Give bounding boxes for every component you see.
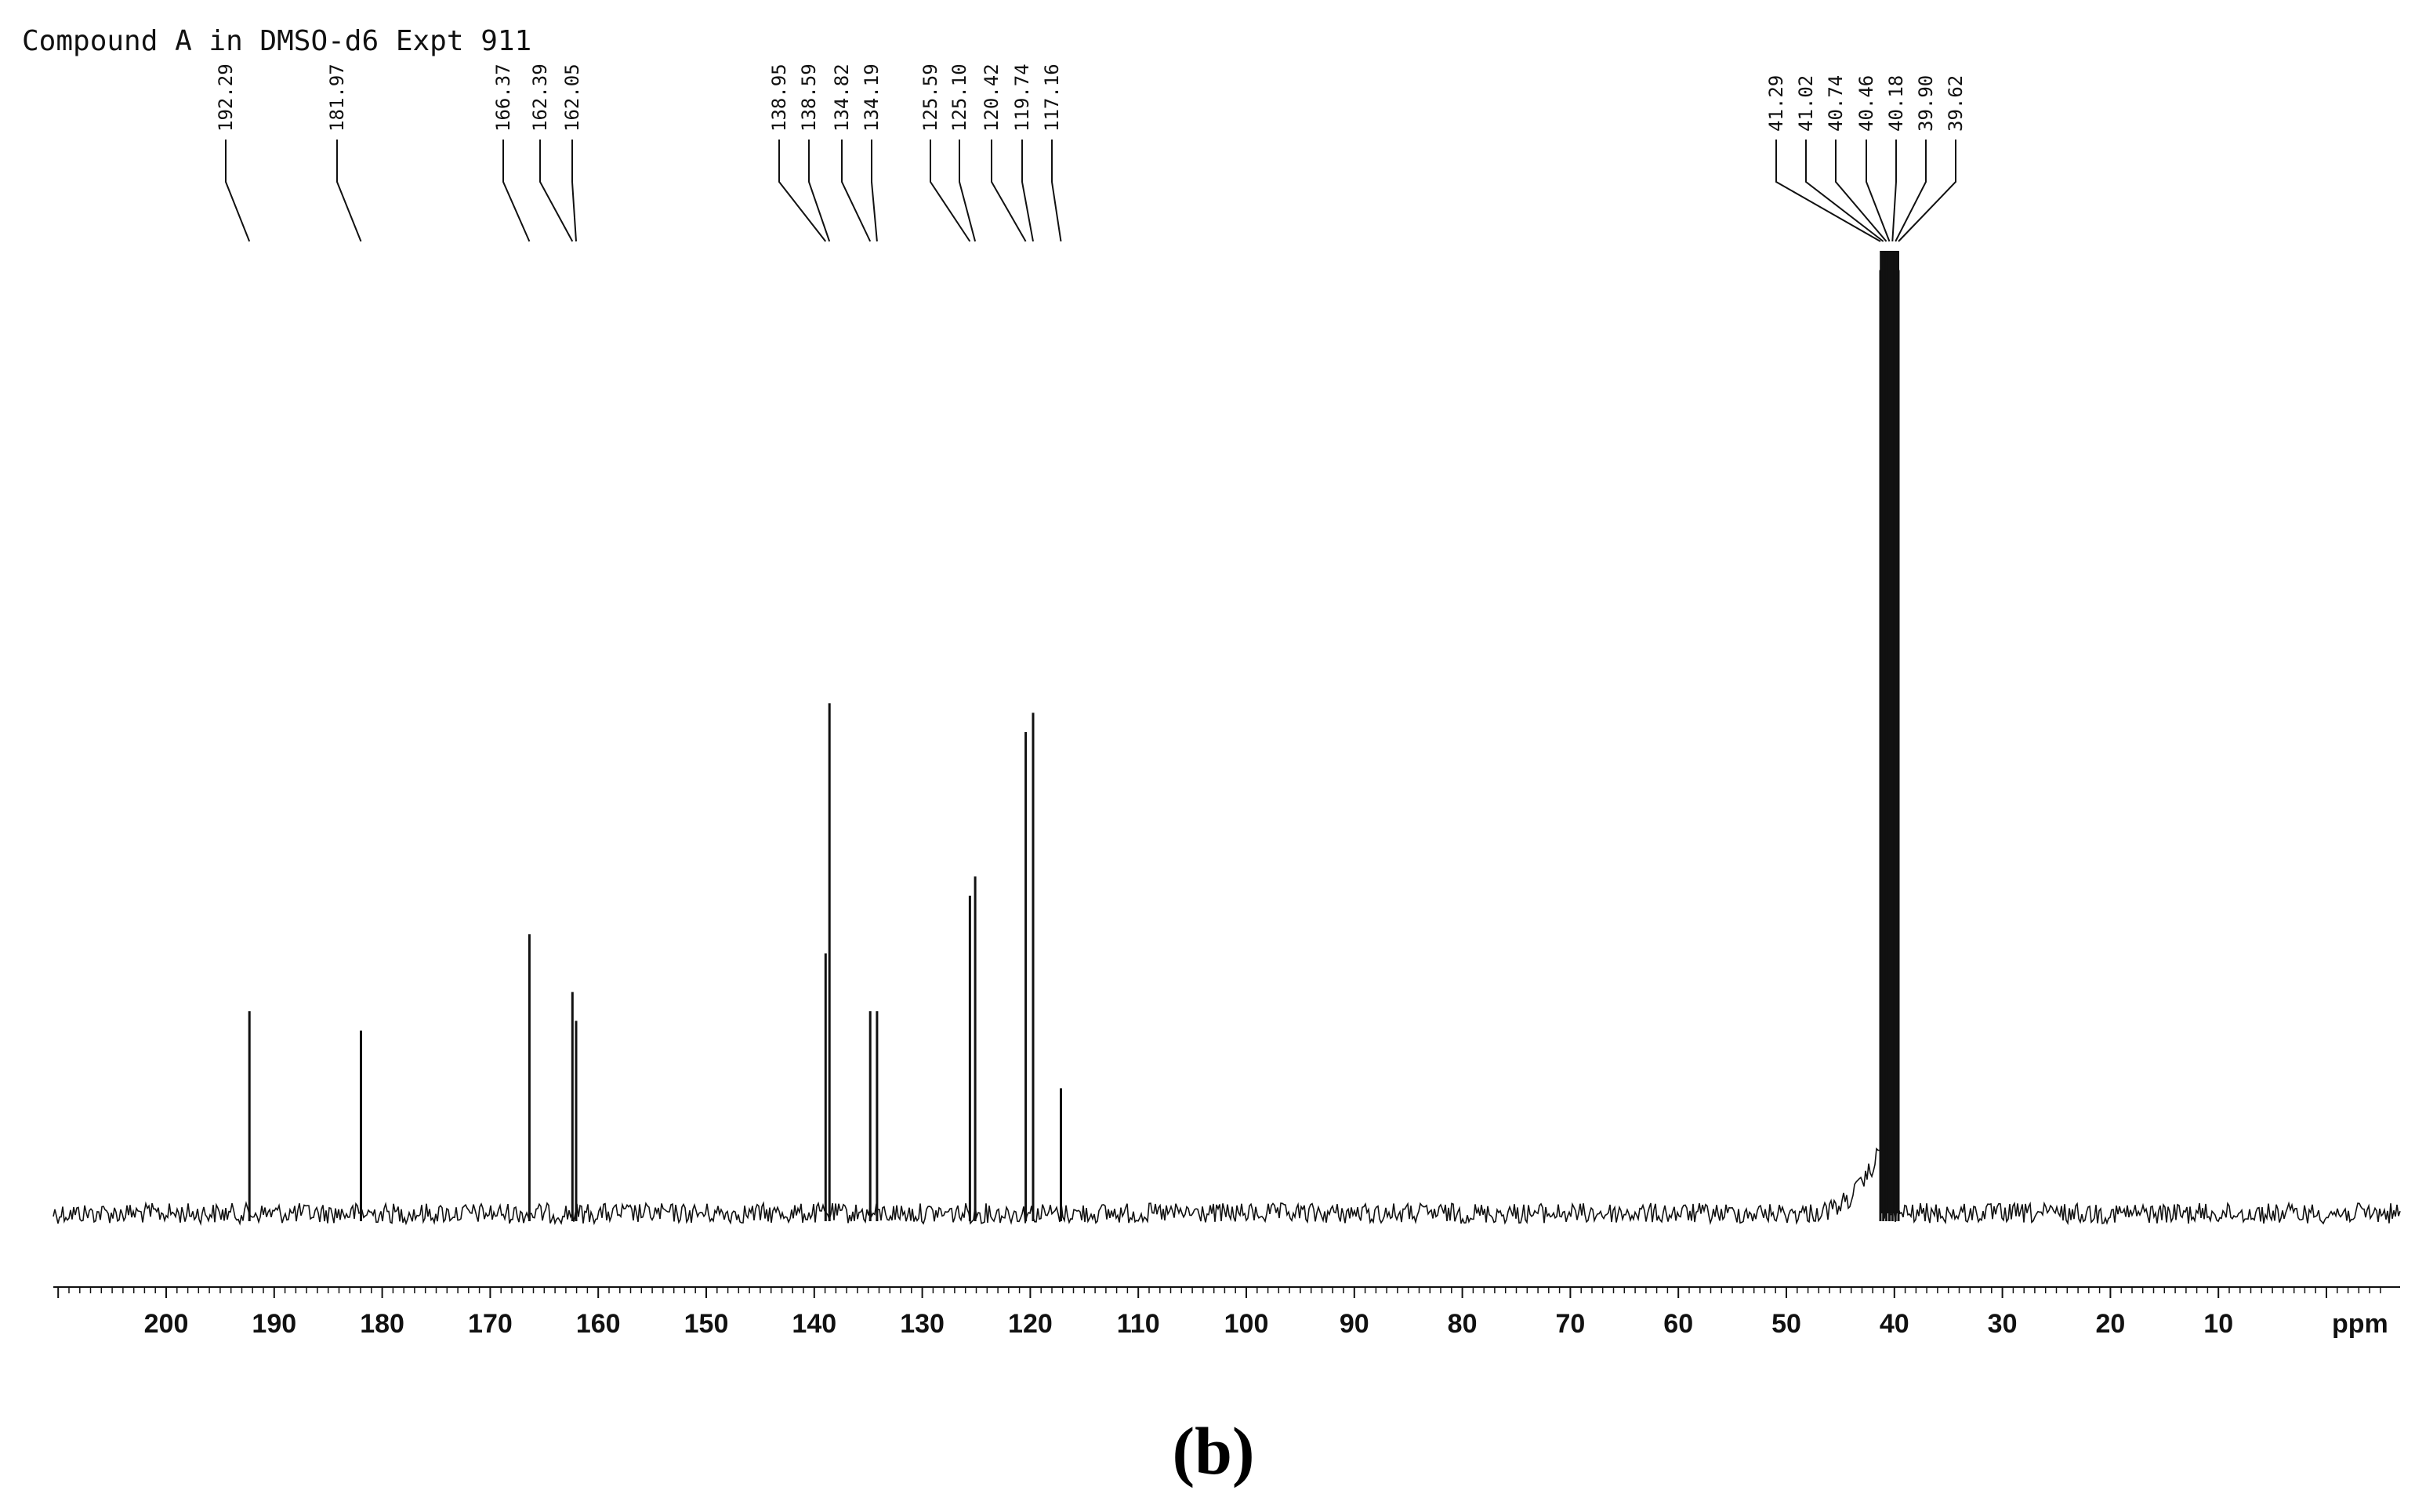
peaks-group <box>248 251 1900 1221</box>
peak-leader-line <box>930 140 971 242</box>
x-axis-unit-label: ppm <box>2332 1309 2388 1339</box>
peak-leader-line <box>1898 140 1956 242</box>
peak-leader-line <box>778 140 827 242</box>
peak-label: 166.37 <box>492 63 514 132</box>
peak-label: 134.19 <box>861 63 883 132</box>
x-axis-tick-label: 200 <box>144 1309 189 1339</box>
x-axis-tick-label: 190 <box>252 1309 296 1339</box>
peak-label: 162.39 <box>529 63 551 132</box>
peak-label-leaders <box>225 140 1956 242</box>
peak-label: 138.59 <box>798 63 820 132</box>
peak-leader-line <box>1051 140 1062 242</box>
peak-label: 181.97 <box>326 63 348 132</box>
peak-label: 192.29 <box>215 63 237 132</box>
peak-labels-group: 192.29 181.97 166.37 162.39 162.05 138.95 138.… <box>215 63 1967 132</box>
peak-leader-line <box>571 140 577 242</box>
peak-label: 134.82 <box>831 63 853 132</box>
peak-label: 41.29 <box>1765 75 1787 132</box>
peak-leader-line <box>225 140 251 242</box>
peak-leader-line <box>1835 140 1887 242</box>
peak-leader-line <box>1805 140 1884 242</box>
x-axis-tick-label: 160 <box>576 1309 621 1339</box>
x-axis-tick-label: 90 <box>1340 1309 1369 1339</box>
peak-label: 120.42 <box>981 63 1003 132</box>
peak-label: 119.74 <box>1011 63 1033 132</box>
peak-leader-line <box>502 140 531 242</box>
peak-leader-line <box>1866 140 1891 242</box>
peak-label: 41.02 <box>1795 75 1817 132</box>
peak-leader-line <box>959 140 977 242</box>
x-axis-tick-label: 80 <box>1448 1309 1478 1339</box>
peak-leader-line <box>1895 140 1927 242</box>
baseline-noise <box>53 1147 2401 1227</box>
peak-leader-line <box>1021 140 1034 242</box>
peak-label: 117.16 <box>1041 63 1063 132</box>
peak-label: 40.18 <box>1885 75 1907 132</box>
peak-label: 125.10 <box>948 63 970 132</box>
chart-title: Compound A in DMSO-d6 Expt 911 <box>22 25 531 57</box>
x-axis-tick-label: 110 <box>1117 1309 1160 1339</box>
peak-label: 40.74 <box>1825 75 1847 132</box>
peak-label: 125.59 <box>919 63 941 132</box>
peak-label: 162.05 <box>561 63 583 132</box>
panel-label: (b) <box>1172 1413 1254 1488</box>
x-axis-tick-label: 120 <box>1008 1309 1053 1339</box>
x-axis-tick-label: 40 <box>1880 1309 1909 1339</box>
x-axis-tick-label: 150 <box>684 1309 729 1339</box>
x-axis-tick-label: 10 <box>2203 1309 2233 1339</box>
peak-label: 39.62 <box>1945 75 1967 132</box>
peak-leader-line <box>336 140 362 242</box>
peak-leader-line <box>871 140 878 242</box>
peak-leader-line <box>841 140 872 242</box>
x-axis-tick-label: 170 <box>468 1309 513 1339</box>
peak-leader-line <box>991 140 1027 242</box>
baseline-trace <box>53 1147 2401 1227</box>
x-axis-tick-label: 60 <box>1663 1309 1693 1339</box>
peak-label: 138.95 <box>768 63 790 132</box>
x-axis-tick-label: 70 <box>1555 1309 1585 1339</box>
x-axis-ticks: 200 190 180 170 160 150 140 130 120 110 100 90 80 70 6… <box>57 1287 2381 1339</box>
x-axis-tick-label: 100 <box>1224 1309 1269 1339</box>
x-axis-tick-label: 180 <box>360 1309 404 1339</box>
peak-leader-line <box>808 140 831 242</box>
peak-leader-line <box>1775 140 1881 242</box>
x-axis-tick-label: 130 <box>900 1309 945 1339</box>
peak-label: 40.46 <box>1855 75 1877 132</box>
peak-leader-line <box>1891 140 1897 242</box>
x-axis-tick-label: 30 <box>1988 1309 2018 1339</box>
x-axis-tick-label: 140 <box>792 1309 836 1339</box>
x-axis-tick-label: 50 <box>1771 1309 1801 1339</box>
peak-label: 39.90 <box>1915 75 1937 132</box>
x-axis-tick-label: 20 <box>2095 1309 2125 1339</box>
peak-leader-line <box>539 140 574 242</box>
